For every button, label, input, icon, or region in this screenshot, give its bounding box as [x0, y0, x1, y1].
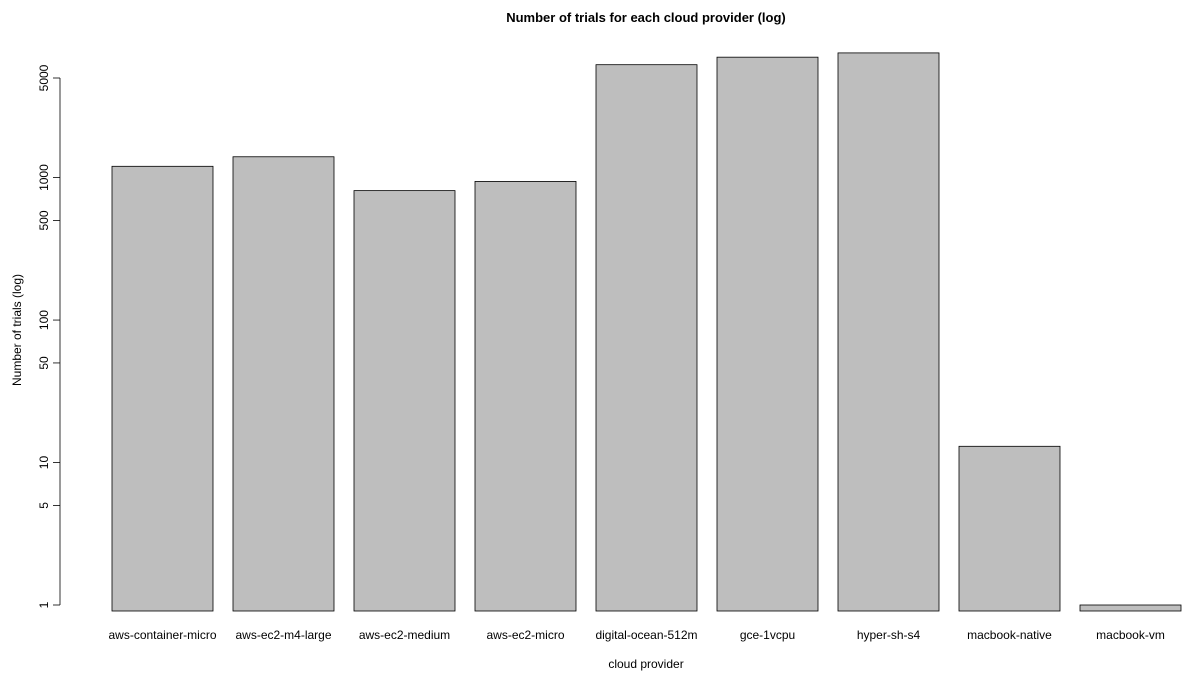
- bar-aws-ec2-medium: [353, 190, 456, 612]
- x-tick-label: macbook-native: [967, 628, 1052, 642]
- y-tick-label: 5000: [37, 64, 51, 91]
- y-tick-label: 50: [37, 356, 51, 370]
- x-tick-label: aws-ec2-m4-large: [235, 628, 331, 642]
- bar-aws-ec2-m4-large: [232, 156, 335, 612]
- x-tick-label: hyper-sh-s4: [857, 628, 921, 642]
- x-tick-label: gce-1vcpu: [740, 628, 795, 642]
- bar-hyper-sh-s4: [837, 52, 940, 612]
- x-tick-label: macbook-vm: [1096, 628, 1165, 642]
- x-tick-label: aws-container-micro: [108, 628, 216, 642]
- bars-group: [111, 52, 1182, 612]
- x-tick-label: digital-ocean-512m: [595, 628, 697, 642]
- x-tick-label: aws-ec2-medium: [359, 628, 450, 642]
- bar-macbook-native: [958, 445, 1061, 612]
- y-tick-label: 5: [37, 502, 51, 509]
- y-tick-label: 1000: [37, 164, 51, 191]
- y-tick-label: 100: [37, 310, 51, 330]
- x-tick-label: aws-ec2-micro: [486, 628, 564, 642]
- x-axis-tick-labels: aws-container-micro aws-ec2-m4-large aws-e…: [108, 628, 1164, 642]
- x-axis-label: cloud provider: [608, 657, 683, 671]
- y-tick-label: 1: [37, 601, 51, 608]
- bar-aws-container-micro: [111, 165, 214, 612]
- y-tick-label: 500: [37, 210, 51, 230]
- y-tick-label: 10: [37, 456, 51, 470]
- bar-macbook-vm: [1079, 604, 1182, 612]
- bar-digital-ocean-512m: [595, 64, 698, 612]
- y-axis: 1 5 10 50 100 500 1000 5000: [37, 64, 61, 608]
- bar-aws-ec2-micro: [474, 181, 577, 612]
- y-axis-label: Number of trials (log): [10, 274, 24, 386]
- bar-gce-1vcpu: [716, 56, 819, 612]
- chart-title: Number of trials for each cloud provider…: [506, 10, 786, 25]
